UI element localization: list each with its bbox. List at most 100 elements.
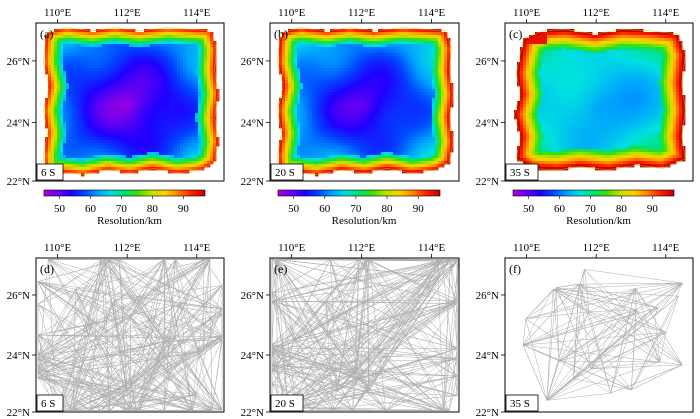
lon-tick-label: 114°E [418, 242, 445, 254]
colorbar-tick-label: 80 [382, 203, 394, 215]
tag-box [36, 163, 64, 181]
tag-box [270, 394, 304, 412]
lon-tick-label: 112°E [114, 242, 141, 254]
lat-tick-label: 26°N [476, 290, 499, 302]
colorbar: 50 60 70 80 90 Resolution/km [512, 189, 675, 227]
panel-2: 110°E 112°E 114°E 26°N 24°N 22°N (b) 20 S 50 60 70… [241, 7, 460, 227]
colorbar-bar [512, 189, 675, 197]
lon-tick-label: 114°E [183, 242, 210, 254]
lat-tick-label: 26°N [7, 56, 30, 68]
resolution-map [277, 27, 454, 177]
panel-label: (e) [274, 262, 287, 276]
colorbar: 50 60 70 80 90 Resolution/km [43, 189, 206, 227]
panel-frame [269, 257, 460, 413]
lat-tick-label: 24°N [241, 118, 264, 130]
colorbar-bar [43, 189, 206, 197]
colorbar-label: Resolution/km [332, 215, 397, 227]
period-tag: 20 S [275, 398, 295, 410]
panel-frame [35, 257, 225, 413]
panel-label: (f) [509, 262, 521, 276]
colorbar-tick-label: 90 [647, 203, 659, 215]
colorbar-tick-label: 60 [319, 203, 331, 215]
colorbar-tick-label: 50 [54, 203, 66, 215]
resolution-map [513, 28, 686, 171]
coverage-edge [43, 27, 219, 177]
colorbar-tick-label: 80 [616, 203, 628, 215]
resolution-map [43, 27, 220, 177]
lat-tick-label: 22°N [476, 176, 499, 188]
lat-tick-label: 24°N [241, 350, 264, 362]
colorbar-bar [277, 189, 441, 197]
panel-frame [504, 22, 694, 182]
tag-box [270, 163, 304, 181]
panel-3: 110°E 112°E 114°E 26°N 24°N 22°N (c) 35 S 50 60 70… [476, 7, 694, 227]
colorbar-tick-label: 70 [116, 203, 128, 215]
tag-box [505, 394, 539, 412]
period-tag: 35 S [510, 167, 530, 179]
lon-tick-label: 110°E [278, 242, 305, 254]
colorbar: 50 60 70 80 90 Resolution/km [277, 189, 441, 227]
coverage-edge [277, 27, 454, 177]
lon-tick-label: 112°E [348, 7, 375, 19]
panel-frame [269, 22, 460, 182]
period-tag: 20 S [275, 167, 295, 179]
lon-tick-label: 112°E [583, 242, 610, 254]
colorbar-tick-label: 90 [413, 203, 425, 215]
lat-tick-label: 22°N [241, 407, 264, 419]
lat-tick-label: 22°N [7, 176, 30, 188]
lat-tick-label: 22°N [241, 176, 264, 188]
lat-tick-label: 24°N [7, 118, 30, 130]
lon-tick-label: 110°E [278, 7, 305, 19]
lat-tick-label: 24°N [476, 350, 499, 362]
panel-label: (c) [509, 27, 522, 41]
lon-tick-label: 110°E [513, 242, 540, 254]
panel-5: 110°E 112°E 114°E 26°N 24°N 22°N (e) 20 S [241, 242, 460, 419]
colorbar-tick-label: 60 [85, 203, 97, 215]
colorbar-label: Resolution/km [566, 215, 631, 227]
lon-tick-label: 110°E [44, 242, 71, 254]
lon-tick-label: 110°E [513, 7, 540, 19]
lat-tick-label: 24°N [476, 118, 499, 130]
colorbar-tick-label: 70 [585, 203, 597, 215]
panel-label: (b) [274, 27, 288, 41]
panel-label: (d) [40, 262, 54, 276]
period-tag: 6 S [41, 398, 55, 410]
colorbar-tick-label: 50 [523, 203, 535, 215]
panel-label: (a) [40, 27, 53, 41]
lat-tick-label: 26°N [241, 56, 264, 68]
lon-tick-label: 114°E [652, 242, 679, 254]
lon-tick-label: 114°E [183, 7, 210, 19]
lat-tick-label: 26°N [7, 290, 30, 302]
panel-6: 110°E 112°E 114°E 26°N 24°N 22°N (f) 35 S [476, 242, 694, 419]
panel-1: 110°E 112°E 114°E 26°N 24°N 22°N (a) 6 S 50 60 70 8… [7, 7, 225, 227]
ray-paths [37, 259, 223, 411]
colorbar-tick-label: 80 [147, 203, 159, 215]
lon-tick-label: 112°E [114, 7, 141, 19]
colorbar-tick-label: 70 [350, 203, 362, 215]
coverage-edge [513, 28, 686, 171]
colorbar-tick-label: 50 [288, 203, 300, 215]
lon-tick-label: 112°E [583, 7, 610, 19]
panel-4: 110°E 112°E 114°E 26°N 24°N 22°N (d) 6 S [7, 242, 225, 419]
ray-paths [271, 257, 459, 411]
panel-frame [35, 22, 225, 182]
ray-paths [522, 269, 683, 401]
tag-box [505, 163, 539, 181]
lon-tick-label: 110°E [44, 7, 71, 19]
colorbar-label: Resolution/km [97, 215, 162, 227]
panel-frame [504, 257, 694, 413]
lon-tick-label: 112°E [348, 242, 375, 254]
lat-tick-label: 22°N [7, 407, 30, 419]
lat-tick-label: 26°N [241, 290, 264, 302]
lat-tick-label: 24°N [7, 350, 30, 362]
period-tag: 35 S [510, 398, 530, 410]
tag-box [36, 394, 64, 412]
colorbar-tick-label: 90 [178, 203, 190, 215]
lat-tick-label: 26°N [476, 56, 499, 68]
lon-tick-label: 114°E [418, 7, 445, 19]
colorbar-tick-label: 60 [554, 203, 566, 215]
period-tag: 6 S [41, 167, 55, 179]
lat-tick-label: 22°N [476, 407, 499, 419]
lon-tick-label: 114°E [652, 7, 679, 19]
